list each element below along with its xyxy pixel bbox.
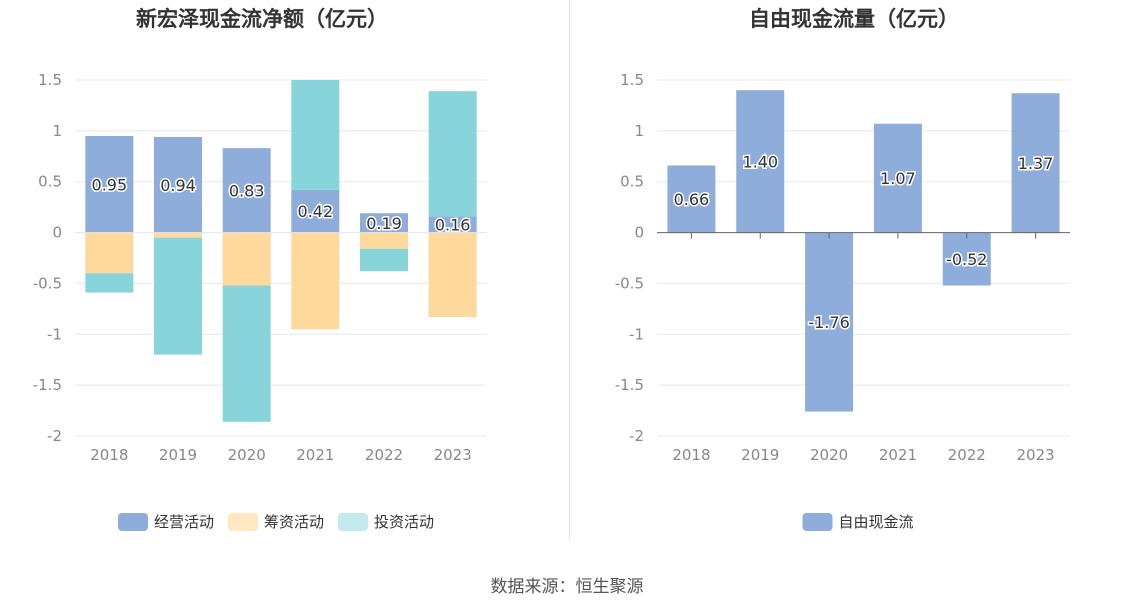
x-tick-label: 2020 xyxy=(810,446,848,464)
x-tick-label: 2018 xyxy=(672,446,710,464)
bar xyxy=(805,232,854,412)
cash-flow-net-chart: 新宏泽现金流净额（亿元） 1.5 1 0.5 0 -0.5 -1 -1.5 -2 2018 2019… xyxy=(33,7,487,531)
data-label: 0.16 xyxy=(435,215,471,234)
legend-swatch xyxy=(228,513,258,531)
bar xyxy=(291,189,340,233)
source-note: 数据来源：恒生聚源 xyxy=(490,577,644,597)
bar xyxy=(428,91,477,217)
y-tick-label: 1 xyxy=(634,122,644,140)
data-label: -1.76 xyxy=(808,313,849,332)
bar xyxy=(222,232,271,286)
y-tick-label: 0.5 xyxy=(620,173,644,191)
x-tick-label: 2020 xyxy=(228,446,266,464)
data-label: 1.37 xyxy=(1018,154,1054,173)
bar xyxy=(360,213,408,233)
y-tick-label: 0.5 xyxy=(38,173,62,191)
x-tick-label: 2023 xyxy=(1016,446,1054,464)
y-tick-label: -0.5 xyxy=(33,274,62,292)
y-tick-label: -2 xyxy=(629,427,644,445)
legend-swatch xyxy=(118,513,148,531)
data-label: 0.83 xyxy=(229,181,265,200)
bar xyxy=(291,80,340,190)
bar xyxy=(360,248,408,272)
legend-swatch xyxy=(338,513,368,531)
bar xyxy=(85,273,134,293)
bar xyxy=(942,232,991,286)
data-label: 1.40 xyxy=(742,152,778,171)
y-tick-label: 1.5 xyxy=(620,71,644,89)
x-tick-label: 2019 xyxy=(741,446,779,464)
data-label: 0.19 xyxy=(366,214,402,233)
legend-swatch xyxy=(802,513,833,531)
bar xyxy=(428,216,477,233)
data-label: 0.42 xyxy=(298,202,334,221)
bar xyxy=(154,136,202,233)
legend-label: 筹资活动 xyxy=(264,513,324,531)
bar xyxy=(1011,93,1060,233)
bar xyxy=(85,135,134,233)
data-label: 1.07 xyxy=(880,169,916,188)
y-tick-label: 0 xyxy=(634,224,644,242)
panel-divider xyxy=(569,0,570,540)
bar xyxy=(873,123,922,233)
bar xyxy=(360,232,408,249)
legend-label: 经营活动 xyxy=(154,513,214,531)
y-tick-label: -1.5 xyxy=(33,376,62,394)
y-tick-label: 0 xyxy=(52,224,62,242)
free-cash-flow-chart: 自由现金流量（亿元） 1.5 1 0.5 0 -0.5 -1 -1.5 -2 2018 2019 20… xyxy=(615,7,1070,531)
x-tick-label: 2021 xyxy=(296,446,334,464)
bar xyxy=(154,232,202,238)
bar xyxy=(222,148,271,233)
x-tick-label: 2019 xyxy=(159,446,197,464)
data-label: 0.94 xyxy=(160,176,196,195)
bar xyxy=(85,232,134,274)
chart-title: 新宏泽现金流净额（亿元） xyxy=(136,7,388,31)
legend-label: 自由现金流 xyxy=(839,513,914,531)
x-tick-label: 2021 xyxy=(879,446,917,464)
bar xyxy=(291,232,340,330)
y-tick-label: -1 xyxy=(629,325,644,343)
x-tick-label: 2022 xyxy=(365,446,403,464)
y-tick-label: -0.5 xyxy=(615,274,644,292)
bar xyxy=(222,285,271,422)
x-tick-label: 2018 xyxy=(90,446,128,464)
bar xyxy=(667,165,716,233)
x-tick-label: 2022 xyxy=(948,446,986,464)
y-tick-label: 1.5 xyxy=(38,71,62,89)
data-label: 0.95 xyxy=(92,175,128,194)
y-tick-label: -1.5 xyxy=(615,376,644,394)
y-tick-label: -1 xyxy=(47,325,62,343)
y-tick-label: 1 xyxy=(52,122,62,140)
bar xyxy=(428,232,477,317)
data-label: 0.66 xyxy=(674,190,710,209)
legend-label: 投资活动 xyxy=(374,513,434,531)
bar xyxy=(736,90,785,233)
bar xyxy=(154,237,202,355)
chart-title: 自由现金流量（亿元） xyxy=(749,7,959,31)
y-tick-label: -2 xyxy=(47,427,62,445)
data-label: -0.52 xyxy=(946,250,987,269)
x-tick-label: 2023 xyxy=(434,446,472,464)
